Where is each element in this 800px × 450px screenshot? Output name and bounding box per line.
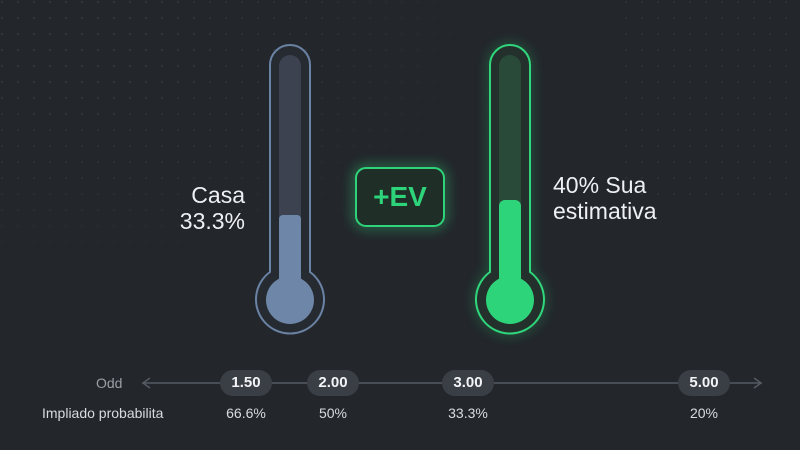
row-label: Impliado probabilita bbox=[42, 405, 164, 421]
probability: 20% bbox=[689, 405, 719, 421]
thermometer-estimate bbox=[475, 44, 545, 335]
odd-pill: 2.00 bbox=[307, 370, 359, 396]
probability: 66.6% bbox=[226, 405, 266, 421]
probability: 33.3% bbox=[448, 405, 488, 421]
badge-text: +EV bbox=[373, 181, 427, 212]
probability: 50% bbox=[318, 405, 348, 421]
ev-badge bbox=[354, 166, 446, 228]
house-name: Casa bbox=[191, 182, 245, 208]
estimate-label: 40% Sua estimativa bbox=[553, 172, 657, 224]
row-label: Odd bbox=[96, 375, 123, 391]
odd-pill: 1.50 bbox=[220, 370, 272, 396]
house-label: Casa 33.3% bbox=[180, 182, 245, 234]
house-value: 33.3% bbox=[179, 208, 245, 234]
dot-pattern bbox=[620, 0, 800, 200]
odd-pill: 5.00 bbox=[678, 370, 730, 396]
odd-pill: 3.00 bbox=[442, 370, 494, 396]
thermometer-house bbox=[255, 44, 325, 335]
